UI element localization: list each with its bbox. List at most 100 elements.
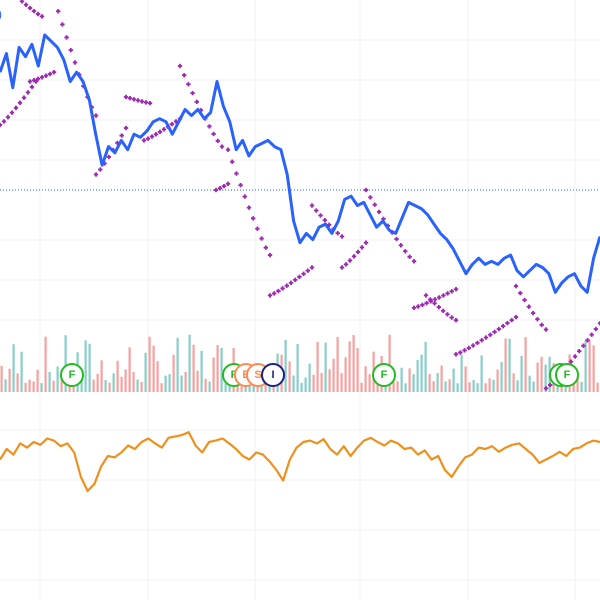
sar-dot [376, 209, 382, 215]
sar-dot [407, 254, 412, 259]
volume-bar [540, 356, 543, 392]
volume-bar [92, 379, 95, 392]
sar-dot [27, 5, 33, 11]
volume-bar [408, 368, 411, 392]
sar-dot [335, 230, 340, 236]
sar-dot [280, 286, 285, 291]
volume-bar [528, 375, 531, 392]
event-marker-f: F [60, 363, 84, 387]
volume-bar [428, 374, 431, 392]
volume-bar [496, 369, 499, 392]
volume-bar [328, 369, 331, 392]
sar-dot [449, 315, 454, 320]
volume-bar [56, 366, 59, 392]
volume-bar [592, 345, 595, 392]
sar-dot [221, 183, 227, 189]
sar-dot [424, 300, 429, 306]
sar-dot [284, 283, 289, 288]
sar-dot [363, 187, 369, 193]
sar-dot [543, 386, 549, 391]
sar-dot [35, 76, 41, 82]
sar-dot [215, 138, 220, 144]
volume-bar [336, 336, 339, 392]
sar-dot [339, 265, 345, 270]
sar-dot [509, 317, 514, 323]
sar-dot [217, 186, 223, 191]
volume-bar [124, 369, 127, 392]
sar-dot [27, 79, 33, 84]
sar-dot [230, 159, 235, 164]
sar-dot [251, 216, 256, 221]
sar-dot [23, 2, 29, 7]
volume-bar [96, 373, 99, 392]
sar-dot [131, 97, 137, 102]
volume-bar [40, 383, 43, 392]
volume-bar [52, 380, 55, 392]
sar-dot [581, 343, 586, 348]
sar-dot [19, 0, 25, 4]
volume-bar [488, 378, 491, 392]
corner-label: ) [0, 7, 2, 21]
sar-dot [135, 98, 141, 103]
volume-bar [312, 374, 315, 392]
volume-bar [288, 361, 291, 392]
sar-dot [39, 14, 45, 19]
volume-bar [432, 381, 435, 392]
volume-bar [16, 373, 19, 392]
volume-bar [100, 360, 103, 392]
volume-bar [60, 378, 63, 392]
volume-bar [412, 374, 415, 392]
volume-bar [20, 351, 23, 392]
volume-bar [140, 382, 143, 392]
volume-bar [80, 375, 83, 392]
sar-dot [535, 317, 540, 322]
event-marker-circle [372, 363, 396, 387]
sar-dot [432, 297, 438, 302]
sar-dot [9, 110, 15, 115]
sar-dot [1, 119, 7, 124]
volume-bar [348, 341, 351, 392]
sar-dot [267, 252, 273, 258]
sar-dot [440, 308, 446, 314]
sar-dot [35, 11, 41, 17]
volume-bar [400, 367, 403, 392]
sar-dot [530, 310, 536, 316]
volume-bar [200, 350, 203, 392]
event-marker-label: S [254, 369, 261, 381]
volume-bar [436, 373, 439, 392]
sar-dot [411, 305, 417, 310]
sar-dot [466, 345, 472, 351]
sar-dot [359, 245, 365, 250]
volume-bar [236, 381, 239, 392]
volume-bar [228, 383, 231, 392]
volume-bar [192, 344, 195, 392]
volume-bar [268, 382, 271, 392]
sar-dot [234, 171, 239, 176]
price-series [0, 33, 600, 294]
sar-dot [453, 318, 459, 323]
volume-bar [444, 381, 447, 392]
sar-dot [25, 90, 31, 95]
sar-dot [263, 245, 268, 250]
volume-bar [332, 358, 335, 392]
volume-bar [316, 342, 319, 392]
volume-bar [424, 341, 427, 392]
event-marker-label: F [69, 369, 76, 381]
sar-dot [169, 121, 175, 127]
sar-dot [68, 47, 73, 53]
volume-bar [128, 347, 131, 392]
event-marker-f: F [555, 363, 579, 387]
sar-dot [72, 60, 78, 65]
volume-bar [176, 337, 179, 392]
volume-bar [144, 352, 147, 392]
volume-bar [8, 368, 11, 392]
sar-dot [0, 122, 3, 128]
sar-dot [597, 321, 600, 326]
sar-dot [47, 71, 53, 77]
sar-dot [242, 194, 247, 199]
sar-dot [453, 287, 459, 292]
volume-bar [240, 383, 243, 392]
event-marker-circle [60, 363, 84, 387]
sar-dot [56, 9, 61, 14]
